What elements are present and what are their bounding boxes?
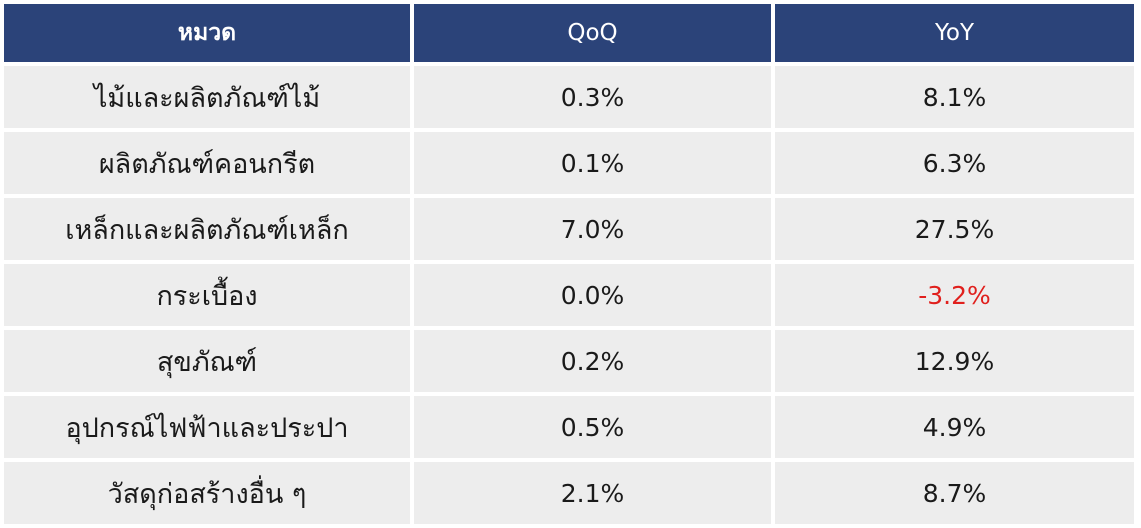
- yoy-cell: 6.3%: [775, 132, 1134, 194]
- category-cell: ไม้และผลิตภัณฑ์ไม้: [4, 66, 410, 128]
- qoq-cell: 7.0%: [414, 198, 771, 260]
- data-table-container: หมวด QoQ YoY ไม้และผลิตภัณฑ์ไม้ 0.3% 8.1…: [4, 4, 1138, 524]
- qoq-cell: 2.1%: [414, 462, 771, 524]
- table-row: กระเบื้อง 0.0% -3.2%: [4, 264, 1134, 326]
- category-cell: สุขภัณฑ์: [4, 330, 410, 392]
- header-category: หมวด: [4, 4, 410, 62]
- category-cell: เหล็กและผลิตภัณฑ์เหล็ก: [4, 198, 410, 260]
- category-cell: อุปกรณ์ไฟฟ้าและประปา: [4, 396, 410, 458]
- category-cell: วัสดุก่อสร้างอื่น ๆ: [4, 462, 410, 524]
- yoy-cell: 8.1%: [775, 66, 1134, 128]
- qoq-cell: 0.2%: [414, 330, 771, 392]
- category-cell: กระเบื้อง: [4, 264, 410, 326]
- table-row: วัสดุก่อสร้างอื่น ๆ 2.1% 8.7%: [4, 462, 1134, 524]
- qoq-cell: 0.1%: [414, 132, 771, 194]
- table-row: เหล็กและผลิตภัณฑ์เหล็ก 7.0% 27.5%: [4, 198, 1134, 260]
- header-row: หมวด QoQ YoY: [4, 4, 1134, 62]
- table-row: สุขภัณฑ์ 0.2% 12.9%: [4, 330, 1134, 392]
- header-qoq: QoQ: [414, 4, 771, 62]
- header-yoy: YoY: [775, 4, 1134, 62]
- yoy-cell: 8.7%: [775, 462, 1134, 524]
- qoq-cell: 0.3%: [414, 66, 771, 128]
- table-row: ไม้และผลิตภัณฑ์ไม้ 0.3% 8.1%: [4, 66, 1134, 128]
- qoq-cell: 0.0%: [414, 264, 771, 326]
- table-row: ผลิตภัณฑ์คอนกรีต 0.1% 6.3%: [4, 132, 1134, 194]
- yoy-cell: 4.9%: [775, 396, 1134, 458]
- category-cell: ผลิตภัณฑ์คอนกรีต: [4, 132, 410, 194]
- yoy-cell-negative: -3.2%: [775, 264, 1134, 326]
- qoq-cell: 0.5%: [414, 396, 771, 458]
- yoy-cell: 27.5%: [775, 198, 1134, 260]
- yoy-cell: 12.9%: [775, 330, 1134, 392]
- table-row: อุปกรณ์ไฟฟ้าและประปา 0.5% 4.9%: [4, 396, 1134, 458]
